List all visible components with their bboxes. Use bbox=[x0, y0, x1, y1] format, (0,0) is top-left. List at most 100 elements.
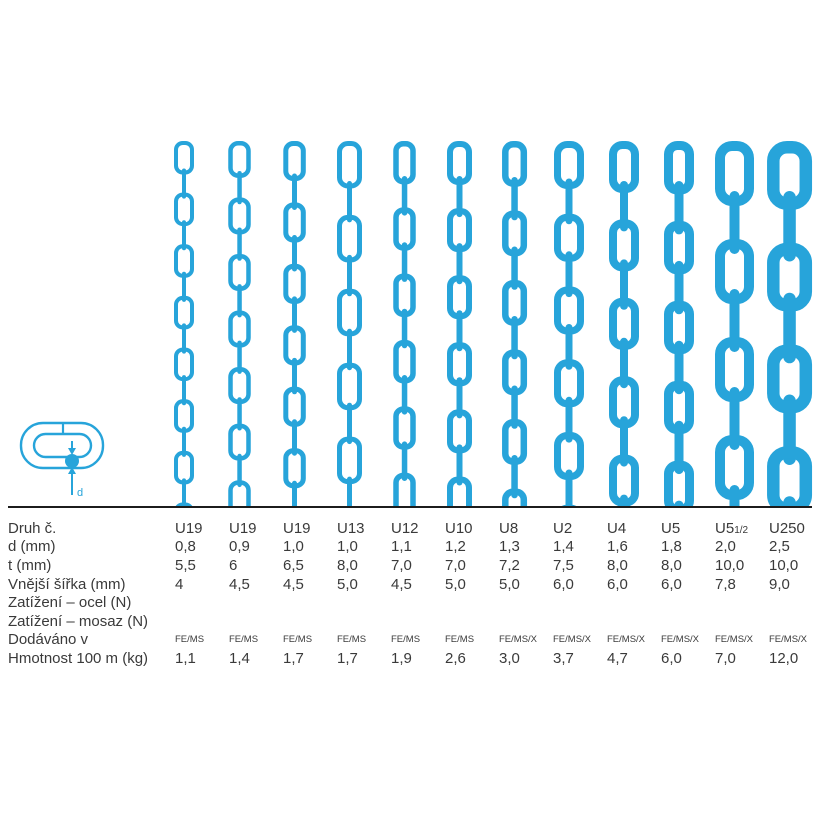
cell-dodavano-col4: FE/MS bbox=[337, 634, 367, 646]
cell-t-col2: 6 bbox=[229, 556, 238, 574]
inner-link-outline bbox=[32, 432, 93, 459]
cell-sirka-col12: 9,0 bbox=[769, 575, 790, 593]
cell-d-col8: 1,4 bbox=[553, 538, 574, 556]
cell-hmotnost-col2: 1,4 bbox=[229, 649, 250, 667]
cell-hmotnost-col9: 4,7 bbox=[607, 649, 628, 667]
cell-d-col12: 2,5 bbox=[769, 538, 790, 556]
chain-illustration-u10 bbox=[446, 141, 472, 506]
cell-druh-col1: U19 bbox=[175, 519, 203, 537]
chain-illustration-u19 bbox=[282, 141, 306, 506]
cell-sirka-col4: 5,0 bbox=[337, 575, 358, 593]
cell-druh-col10: U5 bbox=[661, 519, 681, 537]
cell-druh-col11: U51/2 bbox=[710, 520, 764, 537]
chain-illustration-u5 bbox=[664, 141, 694, 506]
cell-d-col11: 2,0 bbox=[715, 538, 736, 556]
cell-hmotnost-col3: 1,7 bbox=[283, 649, 304, 667]
cell-druh-col9: U4 bbox=[607, 519, 627, 537]
cell-t-col12: 10,0 bbox=[769, 556, 799, 574]
chain-illustration-u13 bbox=[336, 141, 362, 506]
chain-illustration-u12 bbox=[392, 141, 416, 506]
cell-hmotnost-col10: 6,0 bbox=[661, 649, 682, 667]
cell-dodavano-col12: FE/MS/X bbox=[769, 634, 808, 646]
chain-illustration-u8 bbox=[501, 141, 527, 506]
cell-hmotnost-col11: 7,0 bbox=[715, 649, 736, 667]
down-arrowhead-icon bbox=[68, 448, 76, 455]
cell-hmotnost-col12: 12,0 bbox=[769, 649, 799, 667]
cell-d-col2: 0,9 bbox=[229, 538, 250, 556]
cell-t-col4: 8,0 bbox=[337, 556, 358, 574]
cell-druh-col12: U250 bbox=[769, 519, 805, 537]
cell-druh-col4: U13 bbox=[337, 519, 365, 537]
table-row-druh: Druh č. U19 U19 U19 U13 U12 U10 U8 U2 U4 U5 U51/2 U2… bbox=[0, 519, 820, 538]
cell-druh-col8: U2 bbox=[553, 519, 573, 537]
cell-hmotnost-col1: 1,1 bbox=[175, 649, 196, 667]
cell-dodavano-col1: FE/MS bbox=[175, 634, 205, 646]
outer-link-outline bbox=[19, 421, 105, 470]
cell-sirka-col11: 7,8 bbox=[715, 575, 736, 593]
cell-d-col1: 0,8 bbox=[175, 538, 196, 556]
cell-dodavano-col2: FE/MS bbox=[229, 634, 259, 646]
dimension-label: d bbox=[77, 487, 83, 499]
table-row-hmotnost: Hmotnost 100 m (kg) 1,1 1,4 1,7 1,7 1,9 2,6 3,0… bbox=[0, 649, 820, 668]
cell-druh-col6: U10 bbox=[445, 519, 473, 537]
row-label-d: d (mm) bbox=[8, 538, 56, 556]
spec-table: Druh č. U19 U19 U19 U13 U12 U10 U8 U2 U4 U5 U51/2 U2… bbox=[0, 519, 820, 668]
row-label-hmotnost: Hmotnost 100 m (kg) bbox=[8, 649, 149, 667]
cell-dodavano-col7: FE/MS/X bbox=[499, 634, 538, 646]
cell-t-col9: 8,0 bbox=[607, 556, 628, 574]
chain-illustration-u51-2 bbox=[714, 141, 754, 506]
cell-sirka-col2: 4,5 bbox=[229, 575, 250, 593]
cell-d-col5: 1,1 bbox=[391, 538, 412, 556]
cell-sub-text: 1/2 bbox=[734, 524, 749, 536]
cell-druh-col3: U19 bbox=[283, 519, 311, 537]
cell-t-col6: 7,0 bbox=[445, 556, 466, 574]
row-label-ocel: Zatížení – ocel (N) bbox=[8, 594, 132, 612]
cell-d-col9: 1,6 bbox=[607, 538, 628, 556]
cell-druh-col5: U12 bbox=[391, 519, 419, 537]
cell-t-col7: 7,2 bbox=[499, 556, 520, 574]
row-label-dodavano: Dodáváno v bbox=[8, 631, 89, 649]
cell-sirka-col7: 5,0 bbox=[499, 575, 520, 593]
table-row-dodavano: Dodáváno v FE/MS FE/MS FE/MS FE/MS FE/MS FE/MS… bbox=[0, 631, 820, 650]
cell-t-col10: 8,0 bbox=[661, 556, 682, 574]
cell-t-col11: 10,0 bbox=[715, 556, 745, 574]
table-row-ocel: Zatížení – ocel (N) bbox=[0, 593, 820, 612]
row-label-t: t (mm) bbox=[8, 556, 52, 574]
cell-dodavano-col11: FE/MS/X bbox=[715, 634, 754, 646]
cell-hmotnost-col7: 3,0 bbox=[499, 649, 520, 667]
cell-druh-col2: U19 bbox=[229, 519, 257, 537]
wire-cross-section-dot bbox=[65, 454, 79, 468]
chain-illustration-u4 bbox=[609, 141, 639, 506]
cell-hmotnost-col4: 1,7 bbox=[337, 649, 358, 667]
cell-druh-col7: U8 bbox=[499, 519, 519, 537]
row-label-sirka: Vnější šířka (mm) bbox=[8, 575, 126, 593]
cell-sirka-col9: 6,0 bbox=[607, 575, 628, 593]
cell-d-col10: 1,8 bbox=[661, 538, 682, 556]
cell-t-col1: 5,5 bbox=[175, 556, 196, 574]
cell-d-col7: 1,3 bbox=[499, 538, 520, 556]
row-label-druh: Druh č. bbox=[8, 519, 57, 537]
cell-t-col5: 7,0 bbox=[391, 556, 412, 574]
chain-illustration-u250 bbox=[766, 141, 812, 506]
cell-hmotnost-col6: 2,6 bbox=[445, 649, 466, 667]
cell-d-col3: 1,0 bbox=[283, 538, 304, 556]
table-row-sirka: Vnější šířka (mm) 4 4,5 4,5 5,0 4,5 5,0 5,0 6,0 6… bbox=[0, 575, 820, 594]
table-row-t: t (mm) 5,5 6 6,5 8,0 7,0 7,0 7,2 7,5 8,0 8,0 10,0 10… bbox=[0, 556, 820, 575]
cell-hmotnost-col5: 1,9 bbox=[391, 649, 412, 667]
cell-dodavano-col9: FE/MS/X bbox=[607, 634, 646, 646]
cell-t-col3: 6,5 bbox=[283, 556, 304, 574]
cell-t-col8: 7,5 bbox=[553, 556, 574, 574]
cell-sirka-col8: 6,0 bbox=[553, 575, 574, 593]
chain-illustration-u2 bbox=[554, 141, 584, 506]
table-row-d: d (mm) 0,8 0,9 1,0 1,0 1,1 1,2 1,3 1,4 1,6 1,8 2,0 2… bbox=[0, 538, 820, 557]
cell-dodavano-col10: FE/MS/X bbox=[661, 634, 700, 646]
cell-dodavano-col3: FE/MS bbox=[283, 634, 313, 646]
cell-dodavano-col8: FE/MS/X bbox=[553, 634, 592, 646]
cell-main-text: U5 bbox=[715, 519, 735, 537]
chain-illustration-u19 bbox=[174, 141, 194, 506]
cell-d-col6: 1,2 bbox=[445, 538, 466, 556]
cell-sirka-col5: 4,5 bbox=[391, 575, 412, 593]
up-arrowhead-icon bbox=[68, 467, 76, 474]
table-row-mosaz: Zatížení – mosaz (N) bbox=[0, 612, 820, 631]
